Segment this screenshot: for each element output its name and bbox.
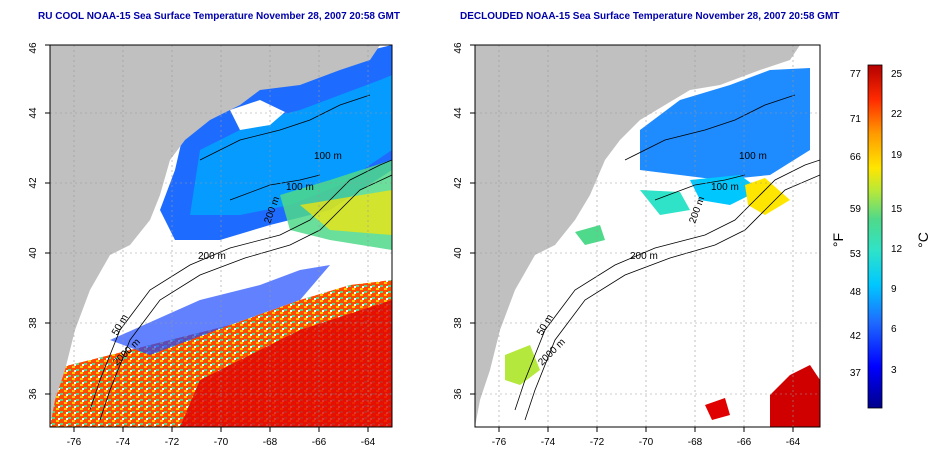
celsius-tick: 15 [891, 204, 903, 215]
celsius-tick: 25 [891, 69, 903, 80]
fahrenheit-unit-label: °F [830, 233, 846, 247]
right-lon-tick: -74 [541, 437, 556, 448]
right-contour-label: 100 m [711, 182, 739, 193]
fahrenheit-tick: 77 [850, 69, 862, 80]
left-cloud-edge-band [110, 265, 330, 355]
right-panel-title: DECLOUDED NOAA-15 Sea Surface Temperatur… [460, 11, 840, 22]
right-shelf-patch [575, 225, 605, 245]
right-contour-2000m [524, 174, 820, 421]
fahrenheit-tick: 71 [850, 114, 862, 125]
left-lat-tick: 40 [28, 247, 39, 259]
celsius-tick: 6 [891, 324, 897, 335]
fahrenheit-tick: 66 [850, 152, 862, 163]
left-lon-tick: -72 [165, 437, 180, 448]
right-gulf-stream-patch [770, 365, 820, 427]
left-lon-tick: -76 [67, 437, 82, 448]
fahrenheit-tick: 42 [850, 331, 862, 342]
right-contour-label: 100 m [739, 151, 767, 162]
celsius-tick: 12 [891, 244, 903, 255]
left-grid [50, 45, 392, 427]
celsius-tick: 22 [891, 109, 903, 120]
right-warm-patch [705, 398, 730, 420]
left-contour-label: 200 m [198, 251, 226, 262]
fahrenheit-tick: 48 [850, 287, 862, 298]
left-lon-tick: -70 [214, 437, 229, 448]
left-lat-tick: 44 [28, 107, 39, 119]
celsius-tick: 9 [891, 284, 897, 295]
right-contour-100m [624, 94, 796, 161]
fahrenheit-tick: 59 [850, 204, 862, 215]
right-shelf-patch [640, 190, 690, 215]
left-lon-tick: -66 [312, 437, 327, 448]
right-lon-tick: -70 [639, 437, 654, 448]
left-lat-tick: 36 [28, 388, 39, 400]
right-land-mass [475, 45, 800, 427]
left-lon-tick: -68 [263, 437, 278, 448]
left-lat-tick: 38 [28, 317, 39, 329]
right-grid [475, 45, 820, 427]
right-coastal-patch [505, 345, 540, 385]
colorbar-gradient [867, 64, 883, 409]
celsius-tick: 3 [891, 365, 897, 376]
right-map-panel: 100 m 100 m 200 m 200 m 50 m 2000 m -76 … [453, 42, 821, 448]
right-contour-100m-lower [654, 174, 746, 201]
right-lat-tick: 42 [453, 177, 464, 189]
left-contour-2000m [99, 174, 392, 421]
right-lat-tick: 44 [453, 107, 464, 119]
left-contour-label: 100 m [286, 182, 314, 193]
right-lat-tick: 36 [453, 388, 464, 400]
fahrenheit-tick: 37 [850, 368, 862, 379]
right-lat-tick: 46 [453, 42, 464, 54]
left-contour-100m [199, 94, 371, 161]
left-contour-100m-lower [229, 174, 321, 201]
right-contour-200m [514, 159, 820, 411]
left-lat-tick: 46 [28, 42, 39, 54]
right-warm-patch [745, 178, 790, 215]
right-cold-water-region [640, 68, 810, 180]
right-lon-tick: -72 [590, 437, 605, 448]
right-lon-tick: -76 [492, 437, 507, 448]
right-lon-tick: -68 [688, 437, 703, 448]
right-shelf-patch [690, 175, 760, 205]
right-lat-tick: 40 [453, 247, 464, 259]
left-lon-tick: -74 [116, 437, 131, 448]
right-lat-tick: 38 [453, 317, 464, 329]
celsius-unit-label: °C [915, 232, 931, 248]
left-map-panel: 100 m 100 m 200 m 200 m 50 m 2000 m -76 … [28, 42, 393, 448]
right-lon-tick: -64 [786, 437, 801, 448]
left-contour-label: 100 m [314, 151, 342, 162]
left-land-mass [50, 45, 380, 427]
right-map-frame [474, 44, 821, 428]
left-contour-200m [89, 159, 392, 411]
temperature-colorbar: °F °C 77 71 66 59 53 48 42 37 25 22 19 1… [830, 64, 931, 409]
left-panel-title: RU COOL NOAA-15 Sea Surface Temperature … [38, 11, 400, 22]
right-contour-label: 200 m [630, 251, 658, 262]
right-lon-tick: -66 [737, 437, 752, 448]
left-warm-band [300, 190, 392, 235]
left-warm-core [180, 300, 392, 427]
left-nova-scotia-cloud [230, 100, 285, 130]
left-lon-tick: -64 [361, 437, 376, 448]
celsius-tick: 19 [891, 150, 903, 161]
left-lat-tick: 42 [28, 177, 39, 189]
fahrenheit-tick: 53 [850, 249, 862, 260]
